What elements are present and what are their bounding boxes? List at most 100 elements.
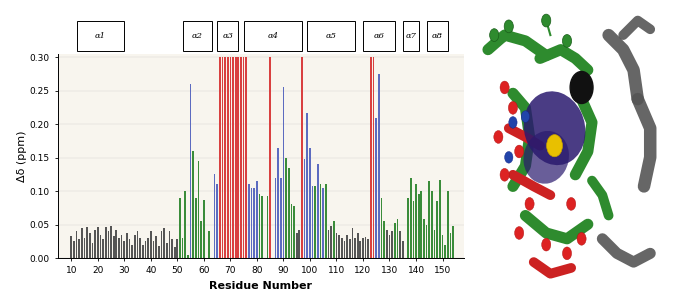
Bar [201, 221, 202, 258]
Bar [150, 231, 151, 258]
Bar [421, 191, 422, 258]
Circle shape [500, 168, 509, 181]
Circle shape [515, 226, 524, 239]
Bar [336, 232, 338, 258]
Bar [81, 228, 83, 258]
Bar [203, 200, 205, 258]
Bar [288, 168, 290, 258]
Bar [410, 178, 411, 258]
Bar [187, 255, 189, 258]
Bar [89, 232, 91, 258]
Bar [251, 188, 252, 258]
Bar [145, 241, 147, 258]
Bar [256, 181, 258, 258]
Bar [115, 230, 117, 258]
Bar [375, 118, 377, 258]
Bar [381, 198, 383, 258]
Circle shape [542, 238, 551, 251]
Bar [126, 232, 128, 258]
Bar [320, 184, 321, 258]
Bar [213, 174, 216, 258]
Bar [84, 238, 85, 258]
Bar [166, 243, 168, 258]
Bar [70, 236, 72, 258]
Y-axis label: Δδ (ppm): Δδ (ppm) [17, 130, 27, 182]
Bar [431, 191, 433, 258]
Bar [423, 219, 425, 258]
Circle shape [490, 29, 499, 41]
Bar [362, 238, 364, 258]
Bar [445, 244, 446, 258]
Circle shape [515, 145, 524, 158]
Bar [442, 235, 443, 258]
Bar [113, 236, 115, 258]
Bar [378, 74, 380, 258]
Text: α7: α7 [405, 32, 416, 40]
Bar [370, 57, 372, 258]
Bar [100, 235, 101, 258]
Bar [243, 57, 244, 258]
Bar [439, 180, 441, 258]
Bar [293, 206, 295, 258]
Bar [346, 235, 348, 258]
Bar [171, 239, 173, 258]
Bar [108, 231, 109, 258]
Circle shape [509, 117, 517, 128]
Bar [413, 201, 414, 258]
Bar [246, 57, 247, 258]
Bar [325, 184, 327, 258]
Bar [254, 188, 255, 258]
Bar [357, 232, 359, 258]
Bar [230, 57, 231, 258]
Circle shape [567, 197, 576, 210]
Bar [134, 235, 136, 258]
Bar [198, 161, 199, 258]
Bar [299, 230, 300, 258]
Bar [123, 241, 125, 258]
Bar [163, 228, 165, 258]
Bar [219, 57, 220, 258]
Bar [349, 239, 351, 258]
Bar [136, 231, 138, 258]
Bar [222, 57, 223, 258]
Bar [216, 184, 218, 258]
Bar [177, 239, 178, 258]
Bar [280, 178, 282, 258]
Bar [317, 164, 318, 258]
Circle shape [505, 152, 513, 163]
Bar [351, 228, 353, 258]
Bar [436, 201, 438, 258]
Bar [91, 243, 93, 258]
Bar [153, 241, 154, 258]
Bar [240, 57, 242, 258]
Bar [368, 239, 369, 258]
Bar [275, 178, 276, 258]
Bar [261, 196, 263, 258]
Bar [132, 244, 133, 258]
Bar [327, 230, 329, 258]
Text: α2: α2 [192, 32, 203, 40]
Bar [232, 57, 234, 258]
Bar [155, 236, 157, 258]
Text: α5: α5 [325, 32, 337, 40]
Text: α6: α6 [373, 32, 385, 40]
Bar [323, 188, 324, 258]
Bar [452, 226, 454, 258]
Bar [407, 198, 409, 258]
Bar [182, 238, 183, 258]
Bar [168, 231, 170, 258]
Bar [301, 57, 303, 258]
Bar [184, 191, 186, 258]
Bar [341, 238, 342, 258]
Bar [208, 231, 210, 258]
Ellipse shape [524, 131, 569, 184]
Bar [373, 57, 374, 258]
Bar [78, 239, 80, 258]
Bar [391, 231, 393, 258]
Bar [192, 151, 194, 258]
Bar [235, 57, 237, 258]
Bar [333, 221, 335, 258]
Text: α8: α8 [432, 32, 443, 40]
Bar [314, 186, 316, 258]
Circle shape [563, 34, 572, 47]
